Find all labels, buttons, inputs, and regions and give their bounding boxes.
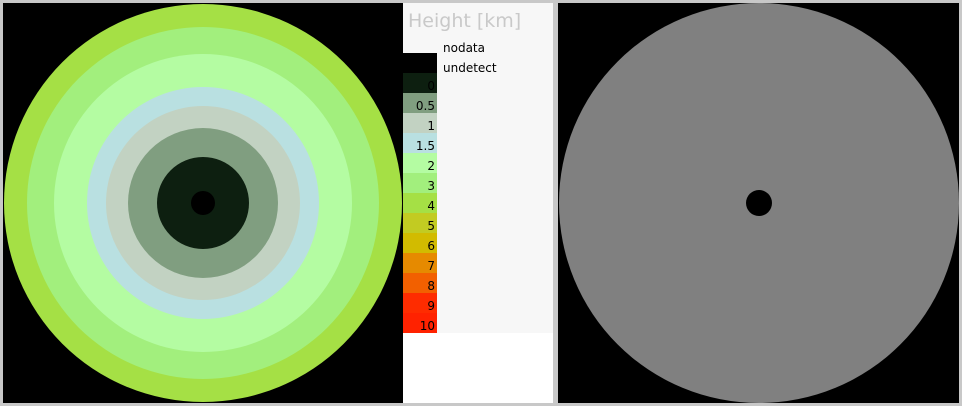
legend-swatch: 7 (403, 253, 437, 273)
legend-swatch: 3 (403, 173, 437, 193)
legend-swatch: 5 (403, 213, 437, 233)
center-undetect (746, 190, 772, 216)
legend-swatch-label: 4 (427, 199, 435, 213)
legend-swatch-label: 3 (427, 179, 435, 193)
legend-swatch: 10 (403, 313, 437, 333)
legend-swatch-label: 7 (427, 259, 435, 273)
legend-swatch: 0.5 (403, 93, 437, 113)
legend-swatch-label: 8 (427, 279, 435, 293)
legend-swatch-label: 2 (427, 159, 435, 173)
legend-swatch: 0 (403, 73, 437, 93)
legend-swatch: 6 (403, 233, 437, 253)
undetect-swatch (403, 53, 437, 73)
height-radar-image (3, 3, 403, 403)
legend-swatch-label: 0 (427, 79, 435, 93)
legend-swatch: 9 (403, 293, 437, 313)
center-undetect (191, 191, 215, 215)
legend-swatch-label: 0.5 (416, 99, 435, 113)
nodata-label: nodata (443, 41, 485, 55)
legend-swatch: 1.5 (403, 133, 437, 153)
legend-swatch: 2 (403, 153, 437, 173)
height-radar-panel (3, 3, 403, 403)
legend-swatch-label: 9 (427, 299, 435, 313)
legend-swatch-label: 1 (427, 119, 435, 133)
legend-swatch: 1 (403, 113, 437, 133)
legend-swatch-label: 5 (427, 219, 435, 233)
legend-title: Height [km] (408, 10, 521, 32)
legend-swatch-label: 6 (427, 239, 435, 253)
quality-radar-panel (558, 3, 959, 403)
quality-radar-image (558, 3, 959, 403)
undetect-label: undetect (443, 61, 497, 75)
legend-swatch: 8 (403, 273, 437, 293)
legend-swatch-label: 1.5 (416, 139, 435, 153)
legend-swatch: 4 (403, 193, 437, 213)
legend-panel: Height [km] nodata undetect 0 0.5 1 1.5 2 3 4 5… (403, 3, 553, 403)
legend-swatch-label: 10 (420, 319, 435, 333)
